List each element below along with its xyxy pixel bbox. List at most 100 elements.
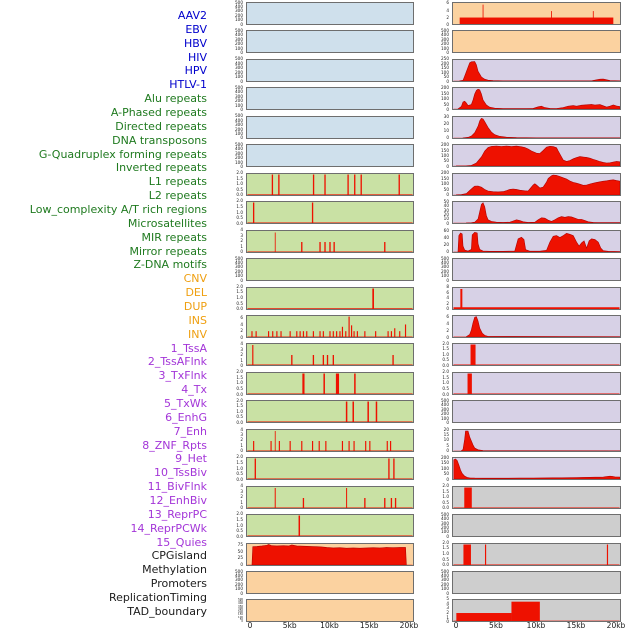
y-tick-label: 1.0 (236, 181, 243, 187)
track-panel (452, 144, 621, 168)
y-tick-label: 0 (446, 533, 449, 539)
y-tick-label: 4 (240, 426, 243, 432)
y-tick-label: 2 (446, 14, 449, 20)
y-tick-label: 300 (235, 65, 243, 71)
y-tick-label: 200 (441, 60, 449, 66)
track-label: Mirror repeats (129, 244, 208, 258)
track-label: Alu repeats (144, 92, 207, 106)
track-label: 9_Het (175, 452, 207, 466)
y-tick-label: 4 (240, 227, 243, 233)
track-label: 8_ZNF_Rpts (142, 438, 207, 452)
y-tick-label: 4 (240, 341, 243, 347)
y-tick-label: 0 (240, 277, 243, 283)
y-tick-label: 100 (235, 17, 243, 23)
y-tick-label: 0 (240, 448, 243, 454)
y-tick-label: 1.5 (442, 545, 449, 551)
y-tick-label: 1 (446, 614, 449, 620)
track-data-plot (247, 345, 413, 366)
y-tick-label: 100 (235, 586, 243, 592)
y-tick-label: 0 (240, 590, 243, 596)
y-tick-label: 0 (446, 590, 449, 596)
track-data-plot (453, 174, 620, 195)
y-tick-label: 200 (235, 12, 243, 18)
track-panel (246, 485, 414, 509)
y-tick-label: 40 (443, 234, 449, 240)
track-panel (246, 30, 414, 54)
track-label: 13_ReprPC (147, 507, 207, 521)
y-tick-label: 0 (446, 50, 449, 56)
y-tick-label: 200 (441, 142, 449, 148)
y-tick-label: 250 (238, 608, 243, 612)
y-tick-label: 0 (446, 163, 449, 169)
track-data-plot (453, 373, 620, 394)
track-panel (452, 87, 621, 111)
y-tick-label: 50 (443, 471, 449, 477)
track-data-plot (453, 602, 620, 622)
y-tick-label: 0.0 (236, 306, 243, 312)
track-data-plot (247, 401, 413, 423)
y-tick-label: 2.0 (442, 539, 449, 545)
y-tick-label: 250 (441, 56, 449, 62)
track-panel (452, 30, 621, 54)
y-tick-label: 200 (441, 524, 449, 530)
y-tick-label: 6 (446, 313, 449, 319)
y-tick-label: 2 (446, 609, 449, 615)
y-tick-label: 0.0 (442, 562, 449, 568)
x-tick-label: 20kb (399, 621, 419, 630)
y-tick-label: 300 (441, 577, 449, 583)
y-tick-label: 300 (441, 406, 449, 412)
y-tick-label: 1.0 (236, 209, 243, 215)
y-tick-label: 2.0 (236, 511, 243, 517)
track-label: HTLV-1 (169, 78, 207, 92)
track-data-plot (453, 259, 620, 280)
y-tick-label: 400 (235, 3, 243, 9)
y-tick-label: 0 (446, 78, 449, 84)
y-tick-label: 40 (443, 203, 449, 209)
y-tick-label: 2.0 (236, 454, 243, 460)
y-tick-label: 50 (443, 158, 449, 164)
y-tick-label: 1.0 (442, 551, 449, 557)
y-tick-label: 2.0 (236, 283, 243, 289)
track-label: 15_Quies (156, 535, 207, 549)
y-tick-label: 100 (235, 45, 243, 51)
y-tick-label: 0.5 (236, 215, 243, 221)
track-label: Inverted repeats (115, 161, 207, 175)
y-tick-label: 300 (235, 8, 243, 14)
y-tick-label: 200 (441, 85, 449, 91)
y-tick-label: 500 (441, 568, 449, 574)
x-tick-label: 20kb (606, 621, 626, 630)
track-data-plot (247, 572, 413, 593)
y-tick-label: 4 (446, 320, 449, 326)
y-tick-label: 300 (235, 122, 243, 128)
y-tick-label: 500 (235, 255, 243, 261)
y-tick-label: 20 (443, 211, 449, 217)
track-label: Microsatellites (127, 216, 207, 230)
y-tick-label: 2 (446, 300, 449, 306)
track-panel (452, 400, 621, 424)
y-tick-label: 500 (441, 255, 449, 261)
track-label: L2 repeats (148, 189, 207, 203)
y-tick-label: 50 (239, 617, 243, 621)
y-tick-label: 0 (241, 620, 243, 624)
y-tick-label: 200 (235, 126, 243, 132)
y-tick-label: 4 (446, 7, 449, 13)
track-panel (452, 571, 621, 594)
y-tick-label: 300 (235, 36, 243, 42)
y-tick-label: 0.5 (236, 528, 243, 534)
track-panel (452, 258, 621, 282)
track-data-plot (453, 117, 620, 138)
y-tick-label: 150 (441, 460, 449, 466)
track-label: EBV (185, 22, 207, 36)
track-panel (246, 343, 414, 367)
y-tick-label: 20 (443, 426, 449, 432)
y-tick-label: 5 (446, 442, 449, 448)
y-tick-label: 100 (441, 586, 449, 592)
track-data-plot (453, 487, 620, 508)
y-tick-label: 400 (235, 146, 243, 152)
y-tick-label: 400 (441, 32, 449, 38)
y-tick-label: 500 (441, 28, 449, 34)
y-tick-label: 0.0 (442, 363, 449, 369)
track-label: CPGisland (151, 549, 207, 563)
y-tick-label: 0.0 (236, 533, 243, 539)
